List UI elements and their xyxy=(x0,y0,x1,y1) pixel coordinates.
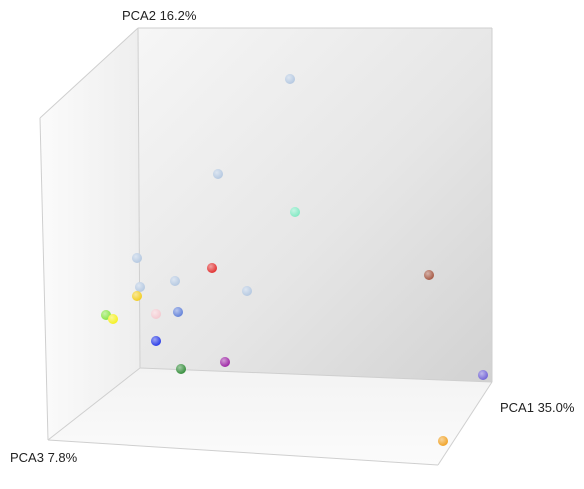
data-point-highlight xyxy=(132,253,142,263)
left-wall xyxy=(40,28,140,440)
data-point-highlight xyxy=(108,314,118,324)
floor xyxy=(48,368,492,465)
back-wall xyxy=(138,28,492,382)
data-point-highlight xyxy=(290,207,300,217)
z-axis-label: PCA3 7.8% xyxy=(10,450,78,465)
y-axis-label: PCA2 16.2% xyxy=(122,8,197,23)
data-point-highlight xyxy=(213,169,223,179)
data-point-highlight xyxy=(242,286,252,296)
data-point-highlight xyxy=(438,436,448,446)
data-point-highlight xyxy=(424,270,434,280)
data-point-highlight xyxy=(220,357,230,367)
data-point-highlight xyxy=(285,74,295,84)
data-point-highlight xyxy=(173,307,183,317)
data-points xyxy=(101,74,488,446)
data-point-highlight xyxy=(207,263,217,273)
x-axis-label: PCA1 35.0% xyxy=(500,400,575,415)
data-point-highlight xyxy=(170,276,180,286)
data-point-highlight xyxy=(132,291,142,301)
data-point-highlight xyxy=(478,370,488,380)
box-edges xyxy=(39,27,493,466)
data-point-highlight xyxy=(135,282,145,292)
data-point-highlight xyxy=(151,336,161,346)
data-point-highlight xyxy=(176,364,186,374)
data-point-highlight xyxy=(151,309,161,319)
